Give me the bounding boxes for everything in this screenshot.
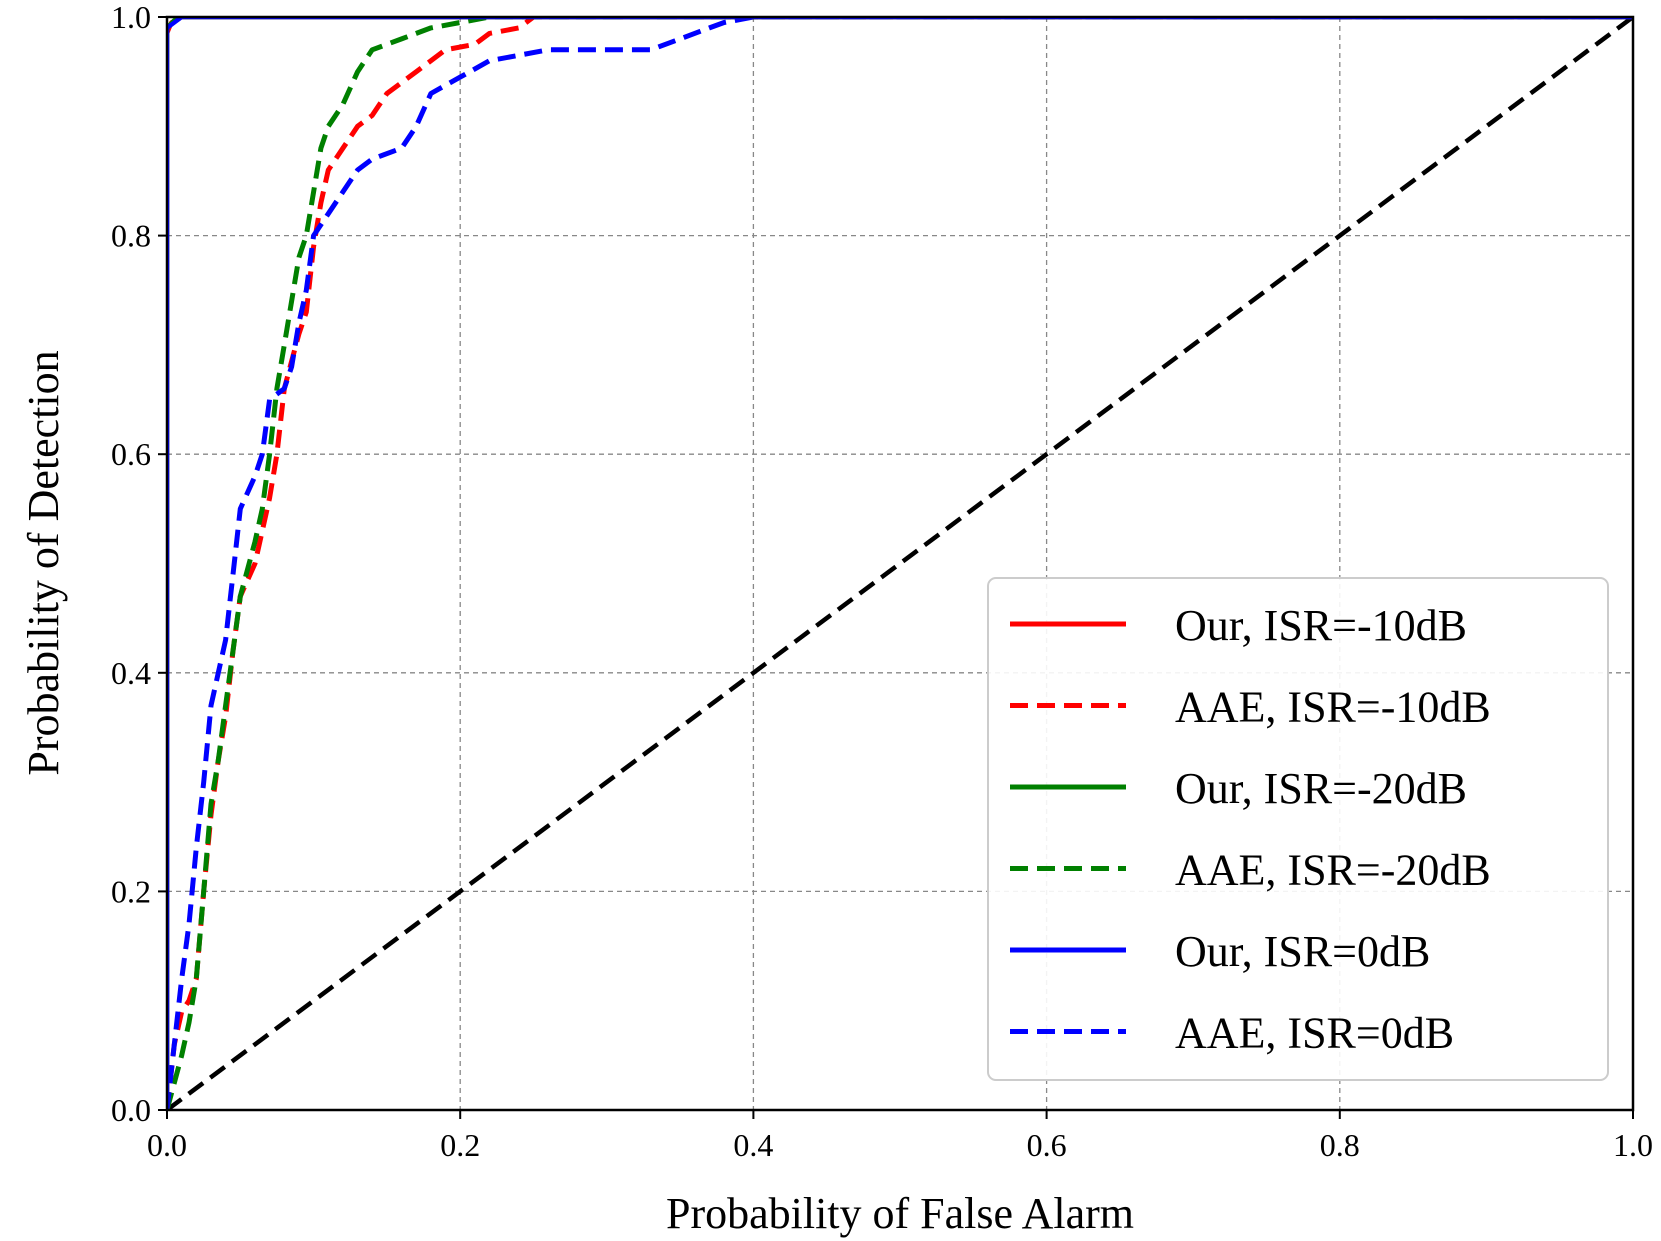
legend: Our, ISR=-10dB AAE, ISR=-10dB Our, ISR=-20…: [987, 577, 1609, 1081]
chance-line: [167, 17, 1633, 1110]
y-tick-label: 1.0: [111, 0, 151, 35]
legend-label: Our, ISR=-20dB: [1175, 764, 1467, 813]
reference-diagonal-line: [167, 17, 1633, 1110]
plot-frame: [165, 15, 1635, 1112]
legend-label: AAE, ISR=-20dB: [1175, 846, 1491, 895]
x-tick-label: 0.0: [147, 1127, 187, 1163]
y-tick-label: 0.0: [111, 1092, 151, 1128]
legend-label: AAE, ISR=-10dB: [1175, 683, 1491, 732]
y-tick-label: 0.8: [111, 218, 151, 254]
y-tick-label: 0.2: [111, 873, 151, 909]
x-tick-label: 0.8: [1320, 1127, 1360, 1163]
series-lines: [167, 17, 1633, 1110]
series-line-aae-isr-0db: [167, 17, 1633, 1110]
x-tick-label: 0.6: [1027, 1127, 1067, 1163]
legend-label: Our, ISR=0dB: [1175, 927, 1430, 976]
y-axis-ticks: 0.0 0.2 0.4 0.6 0.8 1.0: [111, 0, 167, 1128]
x-tick-label: 0.2: [440, 1127, 480, 1163]
series-line-aae-isr-20db: [167, 17, 1633, 1110]
y-axis-label: Probability of Detection: [19, 350, 68, 775]
legend-box: [987, 577, 1609, 1081]
x-axis-label: Probability of False Alarm: [666, 1189, 1134, 1238]
series-line-our-isr-0db: [167, 17, 1633, 1110]
y-tick-label: 0.4: [111, 655, 151, 691]
x-axis-ticks: 0.0 0.2 0.4 0.6 0.8 1.0: [147, 1110, 1653, 1163]
x-tick-label: 1.0: [1613, 1127, 1653, 1163]
legend-label: AAE, ISR=0dB: [1175, 1009, 1454, 1058]
y-tick-label: 0.6: [111, 436, 151, 472]
legend-label: Our, ISR=-10dB: [1175, 601, 1467, 650]
x-tick-label: 0.4: [733, 1127, 773, 1163]
